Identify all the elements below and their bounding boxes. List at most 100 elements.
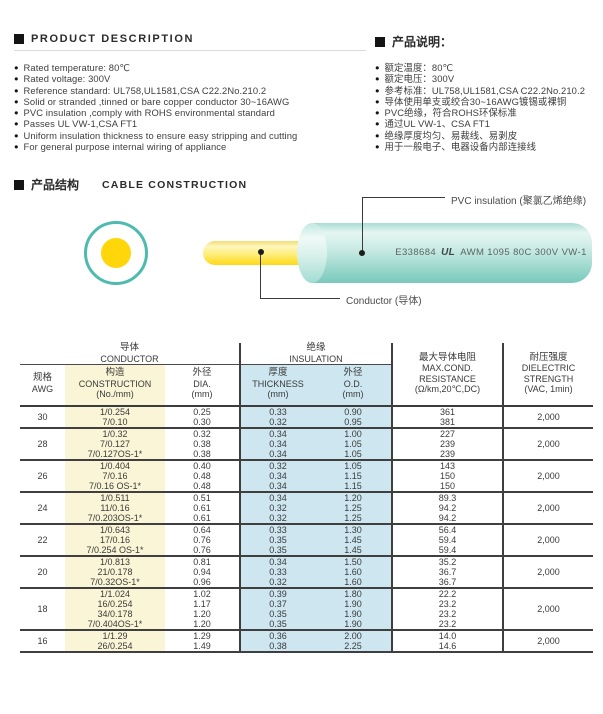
- bullet-icon: ●: [14, 108, 19, 118]
- dielectric-cell: 2,000: [537, 411, 560, 422]
- bullet-item: ● 额定温度：80℃: [375, 62, 603, 73]
- cable-print-rating: AWM 1095 80C 300V VW-1: [460, 247, 587, 258]
- spec-row-awg-16: 16 1/1.29 26/0.254 1.29 1.49 0.36 0.38 2.00 2.25…: [20, 629, 593, 652]
- bullet-text: 通过UL VW-1、CSA FT1: [384, 118, 490, 130]
- bullet-icon: ●: [375, 119, 380, 129]
- bullet-item: ● For general purpose internal wiring of …: [14, 141, 374, 152]
- bullet-text: PVC绝缘，符合ROHS环保标准: [384, 107, 517, 119]
- bullet-text: 额定电压：300V: [384, 73, 455, 85]
- od-column-header: 外径 O.D. (mm): [315, 364, 393, 407]
- cable-insulation-body: [310, 223, 592, 283]
- insulation-leader-line-v: [362, 197, 363, 253]
- bullet-item: ● 通过UL VW-1、CSA FT1: [375, 118, 603, 129]
- spec-row-awg-30: 30 1/0.254 7/0.10 0.25 0.30 0.33 0.32 0.90 0.95 3…: [20, 405, 593, 428]
- cable-insulation-end-cap: [297, 223, 327, 283]
- insulation-leader-line-h: [362, 197, 445, 198]
- od-cell: 0.90 0.95: [315, 405, 393, 428]
- heading-underline: [14, 50, 366, 51]
- bullet-item: ● Passes UL VW-1,CSA FT1: [14, 118, 374, 129]
- spec-row-awg-22: 22 1/0.643 17/0.16 7/0.254 OS-1* 0.64 0.76 0.7…: [20, 523, 593, 556]
- bullet-item: ● 参考标准：UL758,UL1581,CSA C22.2No.210.2: [375, 85, 603, 96]
- bullet-text: 绝缘厚度均匀、易裁线、易剥皮: [384, 129, 518, 141]
- awg-column-header: 规格 AWG: [20, 364, 65, 407]
- od-cell: 1.80 1.90 1.90 1.90: [315, 587, 393, 630]
- dielectric-cell: 2,000: [537, 438, 560, 449]
- thickness-cell: 0.34 0.33 0.32: [240, 555, 315, 588]
- dia-cell: 0.64 0.76 0.76: [165, 523, 241, 556]
- bullet-text: 额定温度：80℃: [384, 62, 454, 73]
- dia-column-header: 外径 DIA. (mm): [165, 364, 241, 407]
- conductor-leader-line-v: [260, 252, 261, 299]
- dielectric-cell: 2,000: [537, 534, 560, 545]
- resistance-cell: 35.2 36.7 36.7: [392, 555, 504, 588]
- bullet-icon: ●: [375, 96, 380, 106]
- spec-row-awg-28: 28 1/0.32 7/0.127 7/0.127OS-1* 0.32 0.38 0.38 0…: [20, 427, 593, 460]
- od-cell: 1.50 1.60 1.60: [315, 555, 393, 588]
- construction-cell: 1/0.254 7/0.10: [65, 405, 165, 428]
- dia-cell: 0.81 0.94 0.96: [165, 555, 241, 588]
- product-description-heading: PRODUCT DESCRIPTION: [14, 33, 194, 45]
- awg-cell: 30: [37, 411, 48, 422]
- cable-construction-title-en: CABLE CONSTRUCTION: [102, 178, 248, 191]
- thickness-column-header: 厚度 THICKNESS (mm): [240, 364, 315, 407]
- bullet-item: ● PVC绝缘，符合ROHS环保标准: [375, 107, 603, 118]
- spec-table: 导体 CONDUCTOR 绝缘 INSULATION 最大导体电阻 MAX.CO…: [20, 342, 593, 653]
- cable-print-text: E338684 UL AWM 1095 80C 300V VW-1: [388, 247, 594, 258]
- dielectric-column-header: 耐压强度 DIELECTRIC STRENGTH (VAC, 1min): [503, 343, 593, 407]
- dia-cell: 0.51 0.61 0.61: [165, 491, 241, 524]
- ul-logo-icon: UL: [441, 247, 456, 258]
- bullet-icon: ●: [375, 108, 380, 118]
- bullet-item: ● 额定电压：300V: [375, 73, 603, 84]
- section-square-icon: [14, 179, 24, 190]
- section-square-icon: [14, 34, 24, 44]
- resistance-cell: 227 239 239: [392, 427, 504, 460]
- insulation-label: PVC insulation (聚氯乙烯绝缘): [451, 196, 587, 207]
- bullet-text: Rated voltage: 300V: [23, 73, 111, 85]
- bullet-text: 参考标准：UL758,UL1581,CSA C22.2No.210.2: [384, 84, 586, 96]
- bullet-item: ● 绝缘厚度均匀、易裁线、易剥皮: [375, 130, 603, 141]
- dia-cell: 1.29 1.49: [165, 629, 241, 652]
- dia-cell: 0.40 0.48 0.48: [165, 459, 241, 492]
- bullet-text: PVC insulation ,comply with ROHS environ…: [23, 107, 275, 119]
- dielectric-cell: 2,000: [537, 635, 560, 646]
- bullet-icon: ●: [14, 74, 19, 84]
- cable-construction-heading: 产品结构 CABLE CONSTRUCTION: [14, 176, 247, 193]
- awg-cell: 28: [37, 438, 48, 449]
- awg-cell: 18: [37, 603, 48, 614]
- bullet-icon: ●: [375, 74, 380, 84]
- bullet-item: ● Rated voltage: 300V: [14, 73, 374, 84]
- resistance-column-header: 最大导体电阻 MAX.COND. RESISTANCE (Ω/km,20℃,DC…: [392, 343, 504, 407]
- construction-cell: 1/0.511 11/0.16 7/0.203OS-1*: [65, 491, 165, 524]
- conductor-leader-line-h: [260, 298, 340, 299]
- bullet-text: 导体使用单支或绞合30~16AWG镀锡或裸铜: [384, 95, 567, 107]
- bullet-text: 用于一般电子、电器设备内部连接线: [384, 141, 537, 153]
- spec-row-awg-18: 18 1/1.024 16/0.254 34/0.178 7/0.404OS-1* 1.0…: [20, 587, 593, 630]
- resistance-cell: 22.2 23.2 23.2 23.2: [392, 587, 504, 630]
- resistance-cell: 14.0 14.6: [392, 629, 504, 652]
- od-cell: 1.20 1.25 1.25: [315, 491, 393, 524]
- insulation-leader-dot: [359, 250, 365, 256]
- construction-cell: 1/0.813 21/0.178 7/0.32OS-1*: [65, 555, 165, 588]
- bullet-text: Reference standard: UL758,UL1581,CSA C22…: [23, 84, 267, 96]
- spec-table-header: 导体 CONDUCTOR 绝缘 INSULATION 最大导体电阻 MAX.CO…: [20, 342, 593, 407]
- bullet-text: Passes UL VW-1,CSA FT1: [23, 118, 138, 130]
- dia-cell: 0.32 0.38 0.38: [165, 427, 241, 460]
- cable-construction-title-cn: 产品结构: [31, 178, 80, 192]
- thickness-cell: 0.34 0.34 0.34: [240, 427, 315, 460]
- od-cell: 1.05 1.15 1.15: [315, 459, 393, 492]
- dielectric-cell: 2,000: [537, 502, 560, 513]
- bullet-text: Solid or stranded ,tinned or bare copper…: [23, 95, 290, 107]
- awg-cell: 24: [37, 502, 48, 513]
- bullet-icon: ●: [14, 63, 19, 72]
- bullet-text: Rated temperature: 80℃: [23, 62, 131, 73]
- spec-row-awg-26: 26 1/0.404 7/0.16 7/0.16 OS-1* 0.40 0.48 0.48 0…: [20, 459, 593, 492]
- resistance-cell: 56.4 59.4 59.4: [392, 523, 504, 556]
- spec-row-awg-24: 24 1/0.511 11/0.16 7/0.203OS-1* 0.51 0.61 0.61…: [20, 491, 593, 524]
- dia-cell: 0.25 0.30: [165, 405, 241, 428]
- dia-cell: 1.02 1.17 1.20 1.20: [165, 587, 241, 630]
- resistance-cell: 361 381: [392, 405, 504, 428]
- thickness-cell: 0.34 0.32 0.32: [240, 491, 315, 524]
- thickness-cell: 0.32 0.34 0.34: [240, 459, 315, 492]
